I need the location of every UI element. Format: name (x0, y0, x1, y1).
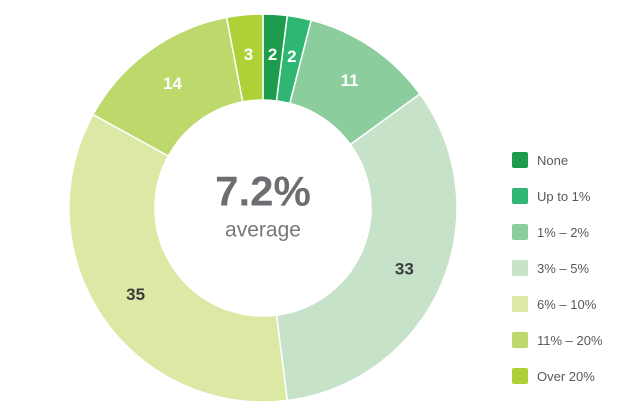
legend-item-over-20: Over 20% (512, 368, 603, 384)
legend-swatch-over-20 (512, 368, 528, 384)
legend-label-none: None (537, 152, 569, 168)
legend-label-3-5: 3% – 5% (537, 260, 590, 276)
legend-label-1-2: 1% – 2% (537, 224, 590, 240)
slice-value-label-up-to-1: 2 (287, 47, 296, 66)
donut-slice-3-5 (275, 92, 458, 402)
slice-value-label-3-5: 33 (395, 260, 414, 279)
legend-swatch-6-10 (512, 296, 528, 312)
legend-swatch-none (512, 152, 528, 168)
legend: None Up to 1% 1% – 2% 3% – 5% 6% – 10% 11% – … (512, 152, 603, 404)
legend-swatch-1-2 (512, 224, 528, 240)
slice-value-label-over-20: 3 (244, 45, 253, 64)
legend-item-6-10: 6% – 10% (512, 296, 603, 312)
legend-label-6-10: 6% – 10% (537, 296, 597, 312)
legend-label-up-to-1: Up to 1% (537, 188, 591, 204)
legend-swatch-up-to-1 (512, 188, 528, 204)
legend-label-over-20: Over 20% (537, 368, 595, 384)
legend-item-3-5: 3% – 5% (512, 260, 603, 276)
legend-item-up-to-1: Up to 1% (512, 188, 603, 204)
slice-value-label-none: 2 (268, 45, 277, 64)
legend-label-11-20: 11% – 20% (537, 332, 603, 348)
slice-value-label-11-20: 14 (163, 74, 182, 93)
legend-item-11-20: 11% – 20% (512, 332, 603, 348)
legend-item-1-2: 1% – 2% (512, 224, 603, 240)
donut-slice-6-10 (68, 113, 289, 403)
slice-value-label-6-10: 35 (126, 285, 145, 304)
legend-swatch-11-20 (512, 332, 528, 348)
slice-value-label-1-2: 11 (341, 71, 359, 90)
donut-slice-over-20 (225, 13, 264, 103)
legend-swatch-3-5 (512, 260, 528, 276)
legend-item-none: None (512, 152, 603, 168)
